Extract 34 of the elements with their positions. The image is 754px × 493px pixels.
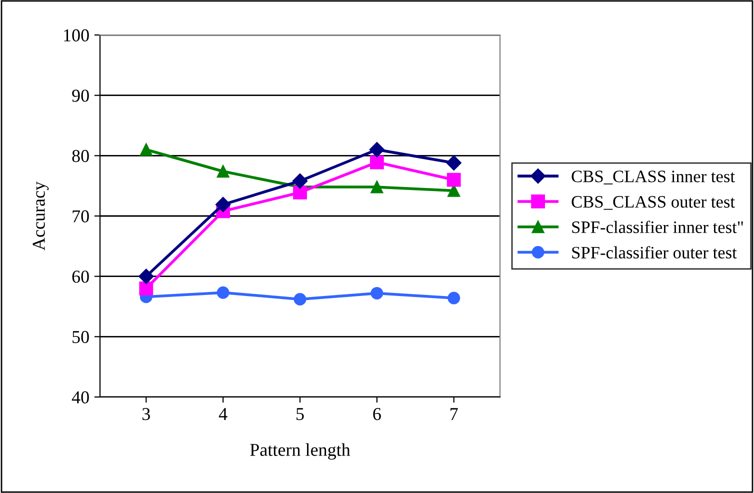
point: [216, 286, 230, 299]
legend-label: SPF-classifier outer test: [572, 246, 737, 258]
x-tick-label: 3: [142, 408, 150, 420]
x-tick-label: 6: [373, 408, 381, 420]
point: [139, 281, 154, 296]
point: [294, 293, 306, 306]
point: [370, 286, 384, 300]
y-tick-label: 100: [64, 29, 89, 42]
y-tick-label: 50: [72, 330, 89, 344]
point: [370, 155, 384, 170]
y-tick-label: 80: [72, 150, 89, 162]
x-tick-label: 4: [218, 408, 228, 420]
point: [216, 165, 230, 178]
point: [138, 268, 154, 284]
legend-label: SPF-classifier inner test": [572, 220, 743, 234]
y-tick-label: 40: [72, 391, 89, 404]
x-tick-label: 5: [296, 408, 304, 420]
point: [369, 142, 384, 158]
legend-label: CBS_CLASS inner test: [572, 170, 735, 184]
point: [292, 173, 308, 189]
point: [216, 196, 231, 212]
y-tick-label: 70: [72, 210, 89, 222]
point: [370, 180, 384, 194]
point: [446, 155, 462, 170]
point: [140, 143, 152, 156]
y-axis-title: Accuracy: [32, 181, 49, 250]
x-axis-title: Pattern length: [250, 443, 350, 460]
point: [293, 186, 307, 200]
point: [446, 172, 461, 187]
y-tick-label: 90: [72, 90, 89, 102]
point: [448, 292, 460, 304]
legend-label: CBS_CLASS outer test: [572, 196, 735, 210]
y-tick-label: 60: [72, 270, 89, 283]
x-tick-label: 7: [450, 408, 458, 420]
